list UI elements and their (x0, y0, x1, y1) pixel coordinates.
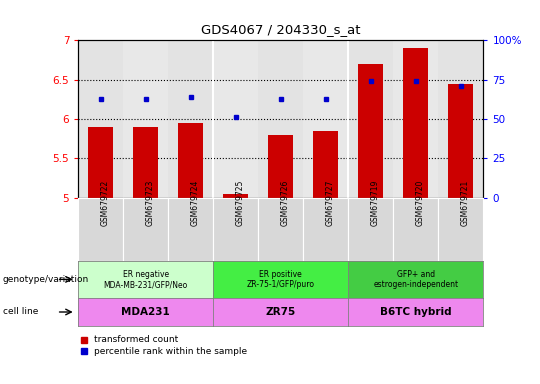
Bar (213, 40, 258, 198)
Text: ER positive
ZR-75-1/GFP/puro: ER positive ZR-75-1/GFP/puro (247, 270, 315, 289)
Bar (448, 84, 473, 198)
Text: GSM679719: GSM679719 (371, 180, 380, 226)
Text: GSM679721: GSM679721 (461, 180, 470, 226)
Title: GDS4067 / 204330_s_at: GDS4067 / 204330_s_at (201, 23, 361, 36)
Bar (438, 40, 483, 198)
Text: transformed count: transformed count (94, 335, 179, 344)
Bar (78, 40, 123, 198)
Bar (403, 48, 428, 198)
Bar (359, 64, 383, 198)
Text: cell line: cell line (3, 308, 38, 316)
Text: GSM679727: GSM679727 (326, 180, 335, 226)
Bar (268, 135, 293, 198)
Text: GSM679722: GSM679722 (101, 180, 110, 226)
Text: percentile rank within the sample: percentile rank within the sample (94, 347, 248, 356)
Text: MDA231: MDA231 (122, 307, 170, 317)
Text: GFP+ and
estrogen-independent: GFP+ and estrogen-independent (373, 270, 458, 289)
Text: genotype/variation: genotype/variation (3, 275, 89, 284)
Text: ER negative
MDA-MB-231/GFP/Neo: ER negative MDA-MB-231/GFP/Neo (104, 270, 188, 289)
Text: GSM679723: GSM679723 (146, 180, 155, 226)
Bar (348, 40, 393, 198)
Bar (224, 194, 248, 198)
Text: ZR75: ZR75 (266, 307, 296, 317)
Bar (178, 123, 203, 198)
Bar (168, 40, 213, 198)
Bar (303, 40, 348, 198)
Text: B6TC hybrid: B6TC hybrid (380, 307, 451, 317)
Text: GSM679720: GSM679720 (416, 180, 425, 226)
Text: GSM679724: GSM679724 (191, 180, 200, 226)
Bar (133, 127, 158, 198)
Bar (393, 40, 438, 198)
Text: GSM679725: GSM679725 (236, 180, 245, 226)
Bar (89, 127, 113, 198)
Bar (313, 131, 338, 198)
Bar (123, 40, 168, 198)
Bar (258, 40, 303, 198)
Text: GSM679726: GSM679726 (281, 180, 290, 226)
